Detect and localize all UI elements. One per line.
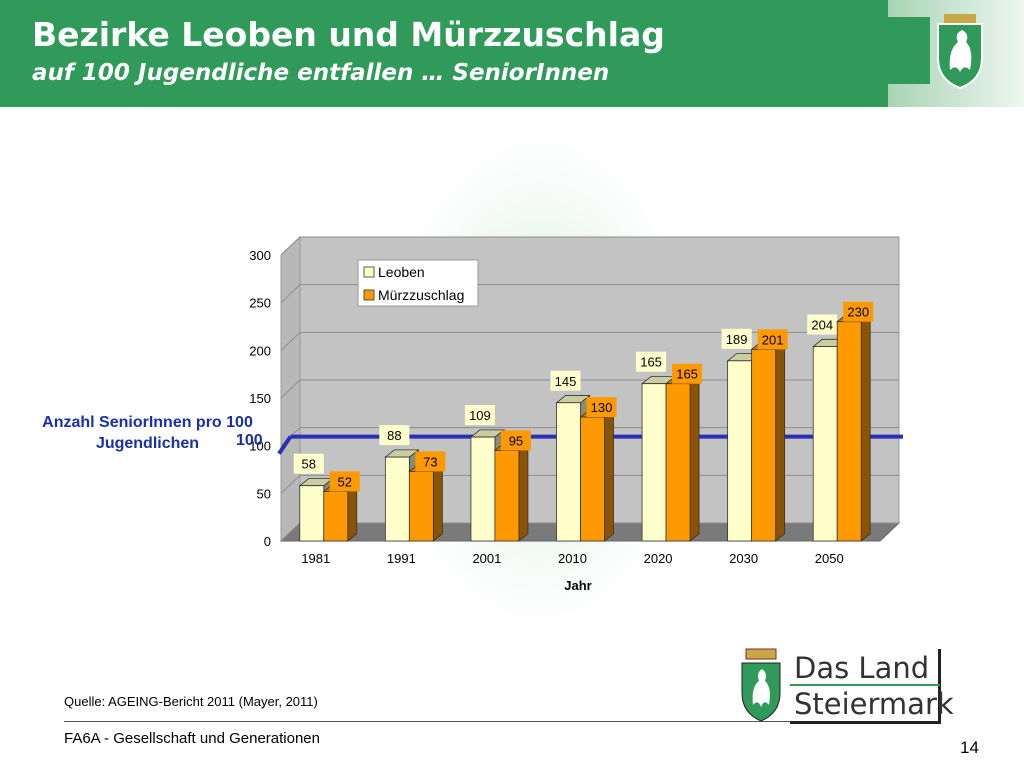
x-axis-label: Jahr xyxy=(564,578,591,593)
data-label-box xyxy=(379,425,410,446)
source-note: Quelle: AGEING-Bericht 2011 (Mayer, 2011… xyxy=(64,694,318,709)
data-label-box xyxy=(415,451,446,472)
bar xyxy=(641,383,667,542)
gridline xyxy=(280,236,899,256)
bar xyxy=(812,346,838,542)
data-label-box xyxy=(550,370,581,391)
logo-rule xyxy=(790,684,940,686)
gridline xyxy=(280,284,899,304)
reference-line-connector xyxy=(277,435,293,455)
y-tick-label: 250 xyxy=(249,296,271,311)
data-label: 165 xyxy=(676,367,698,382)
logo-frame xyxy=(790,649,941,724)
data-label-box xyxy=(500,430,531,451)
x-tick-label: 2020 xyxy=(644,551,673,566)
data-label: 204 xyxy=(811,318,833,333)
reference-line-label: Anzahl SeniorInnen pro 100 Jugendlichen xyxy=(42,414,253,452)
data-label-box xyxy=(721,328,752,349)
x-tick-label: 1981 xyxy=(301,551,330,566)
data-label: 230 xyxy=(847,305,869,320)
header-accent-box xyxy=(888,17,930,84)
logo-text-line1: Das Land xyxy=(794,651,930,685)
footer-divider xyxy=(64,721,940,722)
page-number: 14 xyxy=(960,738,979,757)
bar xyxy=(299,485,325,542)
data-label-box xyxy=(843,301,874,322)
data-label: 58 xyxy=(302,457,316,472)
data-label: 165 xyxy=(640,355,662,370)
y-tick-label: 300 xyxy=(249,248,271,263)
y-tick-label: 0 xyxy=(264,534,271,549)
data-label-box xyxy=(807,314,838,335)
coat-of-arms-icon xyxy=(937,14,983,90)
slide-subtitle: auf 100 Jugendliche entfallen … SeniorIn… xyxy=(32,60,610,86)
data-label-box xyxy=(464,405,495,426)
data-label-box xyxy=(293,453,324,474)
legend xyxy=(357,259,479,307)
x-tick-label: 2001 xyxy=(472,551,501,566)
bar xyxy=(580,416,605,542)
legend-label: Leoben xyxy=(378,264,425,280)
data-label: 95 xyxy=(509,433,523,448)
bar-side xyxy=(347,483,358,542)
data-label-box xyxy=(586,397,617,418)
data-label-box xyxy=(329,471,360,492)
data-label-box xyxy=(636,351,667,372)
data-label: 201 xyxy=(762,332,784,347)
bar-side xyxy=(689,375,700,542)
data-label: 88 xyxy=(387,428,401,443)
legend-label: Mürzzuschlag xyxy=(378,287,464,303)
data-label: 73 xyxy=(423,454,437,469)
bar-side xyxy=(860,313,871,542)
data-label: 189 xyxy=(726,332,748,347)
bar xyxy=(751,348,777,542)
bar xyxy=(836,321,862,542)
bar xyxy=(494,450,520,542)
data-label: 52 xyxy=(338,474,352,489)
reference-line-value: 100 xyxy=(236,432,263,449)
data-label: 145 xyxy=(555,374,577,389)
x-tick-label: 2050 xyxy=(815,551,844,566)
bar xyxy=(470,436,496,542)
y-tick-label: 100 xyxy=(249,439,271,454)
legend-swatch xyxy=(363,289,375,301)
bar xyxy=(727,360,753,542)
gridline xyxy=(280,331,899,351)
data-label-box xyxy=(757,329,788,350)
bar xyxy=(323,491,349,542)
bar xyxy=(408,471,434,542)
bar xyxy=(665,383,691,542)
x-tick-label: 2010 xyxy=(558,551,587,566)
data-label-box xyxy=(672,363,703,384)
bar-side xyxy=(604,409,614,542)
logo-text-line2: Steiermark xyxy=(794,687,954,721)
y-tick-label: 200 xyxy=(249,343,271,358)
bar xyxy=(384,456,410,542)
das-land-steiermark-logo: Das Land Steiermark xyxy=(734,645,954,727)
y-tick-label: 50 xyxy=(257,486,271,501)
slide-title: Bezirke Leoben und Mürzzuschlag xyxy=(32,15,665,54)
header-bar xyxy=(0,0,888,107)
bar xyxy=(556,402,581,542)
logo-crest-icon xyxy=(741,648,781,722)
bar-side xyxy=(432,463,443,542)
footer-department: FA6A - Gesellschaft und Generationen xyxy=(64,730,320,747)
y-tick-label: 150 xyxy=(249,391,271,406)
x-tick-label: 1991 xyxy=(387,551,416,566)
bar-side xyxy=(518,442,529,542)
data-label: 130 xyxy=(591,400,613,415)
legend-swatch xyxy=(363,266,375,278)
data-label: 109 xyxy=(469,408,491,423)
bar-side xyxy=(775,341,786,542)
x-tick-label: 2030 xyxy=(729,551,758,566)
